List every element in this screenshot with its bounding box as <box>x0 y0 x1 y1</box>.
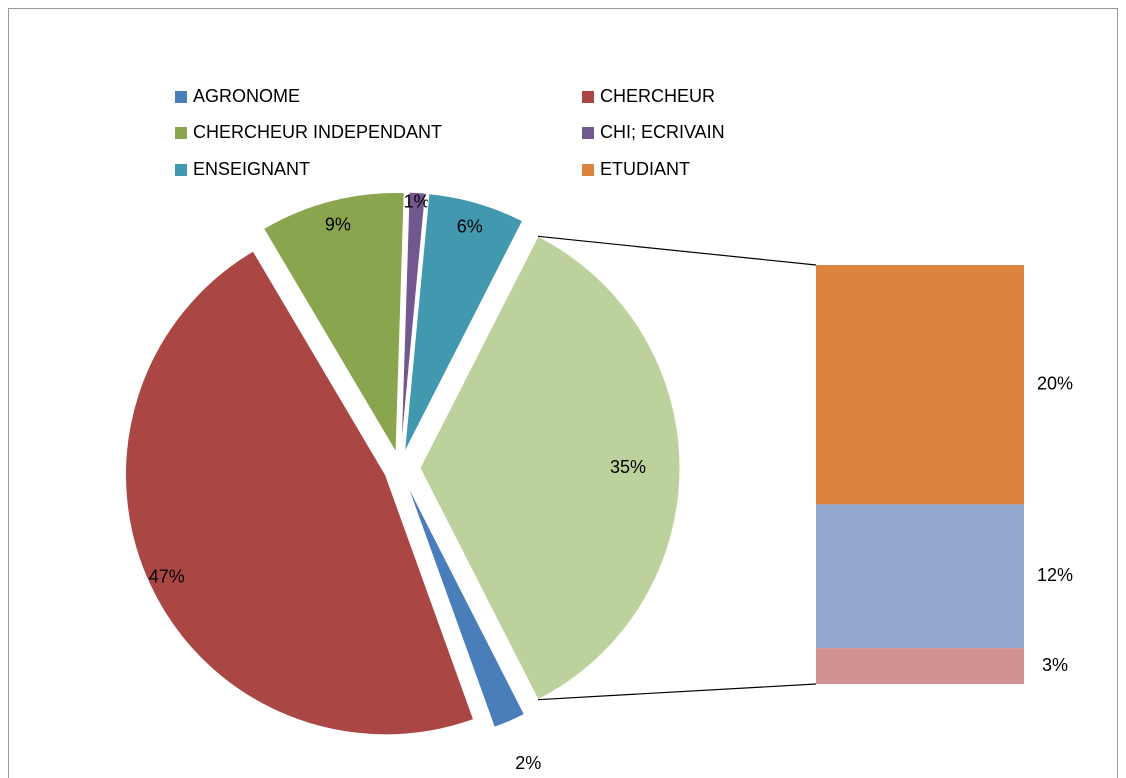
legend-label: CHERCHEUR INDEPENDANT <box>193 122 442 142</box>
legend-label: AGRONOME <box>193 86 300 106</box>
pie-slice <box>262 192 405 455</box>
data-label: 3% <box>1042 655 1068 675</box>
data-label: 47% <box>149 567 185 587</box>
data-label: 2% <box>515 753 541 773</box>
data-label: 12% <box>1037 565 1073 585</box>
data-label: 9% <box>325 215 351 235</box>
legend-label: ENSEIGNANT <box>193 159 310 179</box>
legend-label: CHERCHEUR <box>600 86 715 106</box>
pie-slice <box>125 250 475 736</box>
pie-slice <box>400 191 427 453</box>
data-label: 6% <box>457 217 483 237</box>
bar-segment <box>816 504 1024 649</box>
connector-line <box>538 683 817 701</box>
data-label: 35% <box>610 457 646 477</box>
data-label: 20% <box>1037 373 1073 393</box>
legend-label: ETUDIANT <box>600 159 690 179</box>
pie-slice <box>403 193 524 453</box>
data-label: 1% <box>404 192 430 212</box>
legend-swatch <box>582 164 594 176</box>
connector-line <box>537 235 817 266</box>
bar-segment <box>816 648 1024 684</box>
pie-slice <box>405 482 526 728</box>
legend-swatch <box>582 127 594 139</box>
legend-swatch <box>175 127 187 139</box>
legend-swatch <box>175 91 187 103</box>
legend-swatch <box>582 91 594 103</box>
legend-swatch <box>175 164 187 176</box>
pie-slice <box>419 235 681 701</box>
legend-label: CHI; ECRIVAIN <box>600 122 725 142</box>
bar-segment <box>816 265 1024 505</box>
